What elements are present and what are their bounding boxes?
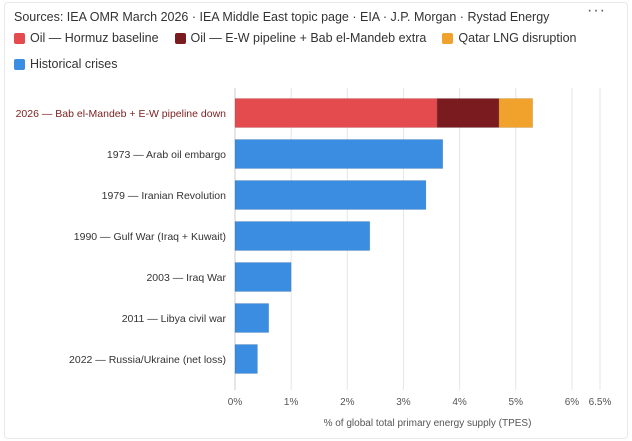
legend-item[interactable]: Oil — E-W pipeline + Bab el-Mandeb extra [174, 30, 427, 46]
legend-swatch [14, 32, 25, 44]
legend-label: Oil — E-W pipeline + Bab el-Mandeb extra [190, 31, 427, 45]
x-tick-label: 3% [396, 397, 411, 408]
legend-item[interactable]: Historical crises [14, 56, 118, 72]
legend-swatch [14, 58, 25, 70]
category-label: 2003 — Iraq War [146, 272, 226, 284]
legend-swatch [174, 32, 186, 44]
x-tick-label: 6.5% [589, 397, 612, 408]
chart-legend: Oil — Hormuz baseline Oil — E-W pipeline … [14, 30, 614, 72]
category-label: 2022 — Russia/Ukraine (net loss) [69, 354, 226, 366]
bar [234, 262, 292, 292]
bar [234, 221, 371, 251]
bar [436, 98, 500, 128]
category-label: 1990 — Gulf War (Iraq + Kuwait) [74, 231, 226, 243]
x-tick-label: 0% [228, 397, 243, 408]
bar [234, 180, 427, 210]
bar [234, 139, 444, 169]
legend-label: Oil — Hormuz baseline [30, 31, 159, 45]
category-label: 2011 — Libya civil war [122, 313, 227, 325]
bar [234, 344, 258, 374]
x-tick-label: 5% [509, 397, 524, 408]
more-dots-icon[interactable]: ··· [587, 2, 606, 19]
category-label: 1979 — Iranian Revolution [102, 190, 226, 202]
legend-label: Historical crises [30, 57, 118, 71]
category-label: 2026 — Bab el-Mandeb + E-W pipeline down [16, 108, 227, 120]
x-tick-label: 6% [565, 397, 580, 408]
legend-item[interactable]: Oil — Hormuz baseline [14, 30, 159, 46]
legend-item[interactable]: Qatar LNG disruption [442, 30, 577, 46]
legend-swatch [442, 32, 454, 44]
bar [234, 98, 438, 128]
legend-label: Qatar LNG disruption [458, 31, 577, 45]
bar [234, 303, 269, 333]
sources-text: Sources: IEA OMR March 2026 · IEA Middle… [14, 10, 550, 24]
x-axis-title: % of global total primary energy supply … [324, 418, 532, 429]
bar [498, 98, 533, 128]
chart-card [4, 2, 628, 439]
x-tick-label: 1% [284, 397, 299, 408]
x-tick-label: 2% [340, 397, 355, 408]
x-tick-label: 4% [452, 397, 467, 408]
category-label: 1973 — Arab oil embargo [107, 149, 226, 161]
